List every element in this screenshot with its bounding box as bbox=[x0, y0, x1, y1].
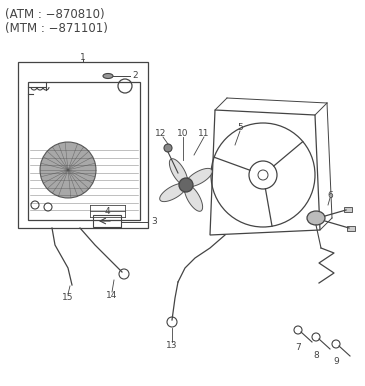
Text: 9: 9 bbox=[333, 357, 339, 366]
Polygon shape bbox=[160, 183, 187, 201]
Text: 1: 1 bbox=[80, 52, 86, 61]
Ellipse shape bbox=[307, 211, 325, 225]
Text: 11: 11 bbox=[198, 129, 210, 137]
Text: (ATM : −870810): (ATM : −870810) bbox=[5, 8, 105, 21]
Text: 6: 6 bbox=[327, 191, 333, 200]
Circle shape bbox=[164, 144, 172, 152]
Polygon shape bbox=[169, 159, 188, 185]
Text: 13: 13 bbox=[166, 342, 178, 350]
Text: 8: 8 bbox=[313, 350, 319, 359]
Ellipse shape bbox=[103, 73, 113, 78]
Text: 2: 2 bbox=[132, 71, 138, 81]
Text: 10: 10 bbox=[177, 129, 189, 137]
Text: 14: 14 bbox=[106, 291, 118, 300]
Polygon shape bbox=[184, 185, 203, 211]
Circle shape bbox=[40, 142, 96, 198]
Circle shape bbox=[179, 178, 193, 192]
Circle shape bbox=[179, 178, 193, 192]
Text: 12: 12 bbox=[155, 129, 167, 137]
Text: (MTM : −871101): (MTM : −871101) bbox=[5, 22, 108, 35]
Text: 4: 4 bbox=[104, 208, 110, 217]
Bar bbox=[347, 226, 355, 231]
Text: 5: 5 bbox=[237, 122, 243, 132]
Polygon shape bbox=[186, 168, 212, 186]
Bar bbox=[344, 207, 352, 212]
Text: 7: 7 bbox=[295, 344, 301, 352]
Bar bbox=[93, 215, 121, 227]
Text: 15: 15 bbox=[62, 293, 74, 303]
Text: 3: 3 bbox=[151, 217, 157, 227]
